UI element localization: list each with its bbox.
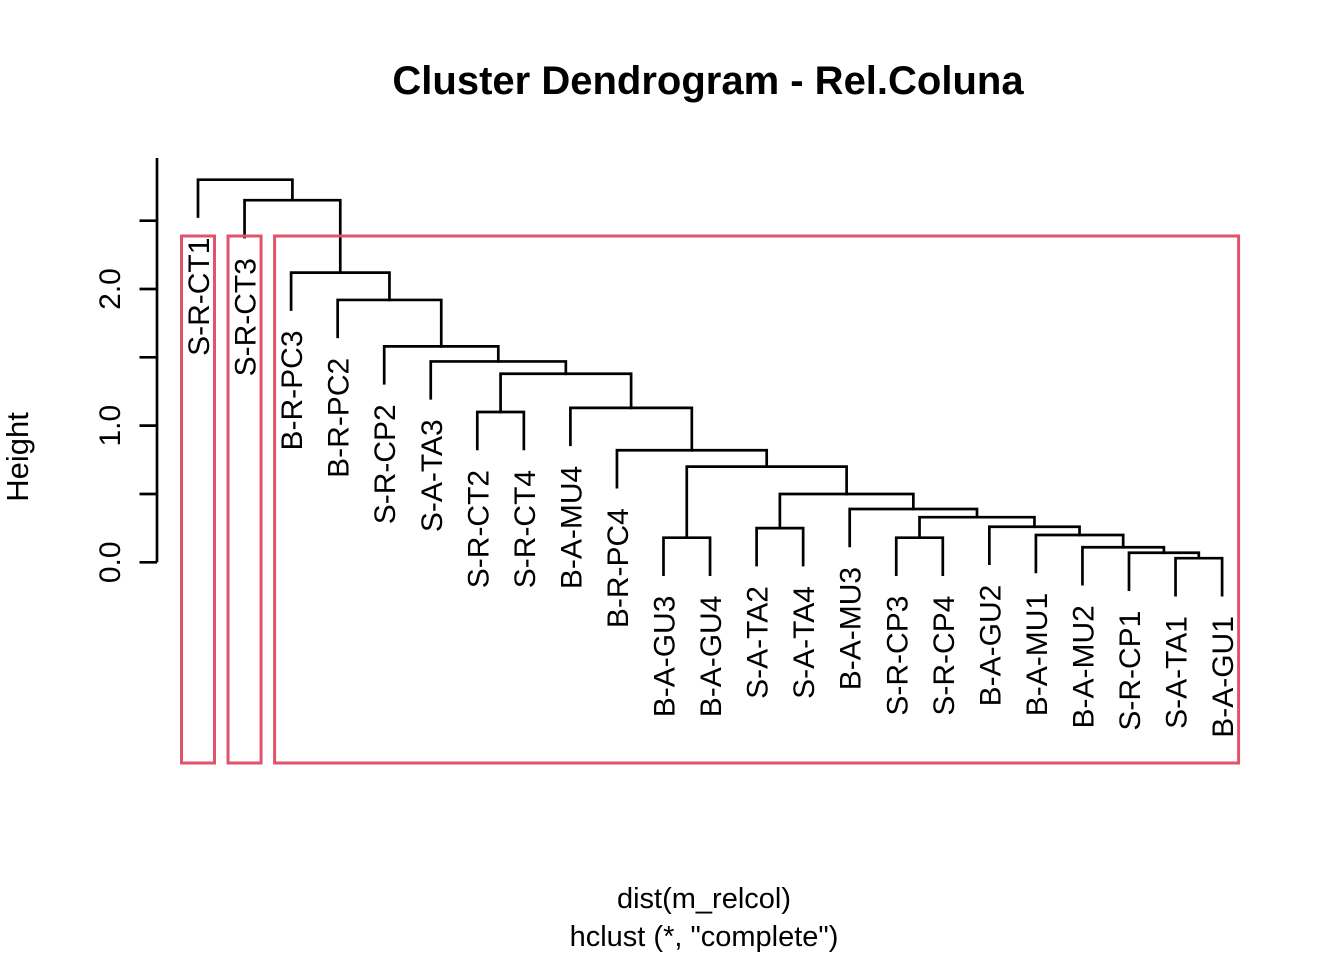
leaf-label-B-R-PC2: B-R-PC2 [323, 358, 356, 478]
dendrogram-links [196, 178, 1224, 597]
cluster-boxes [180, 234, 1241, 765]
leaf-label-S-R-CT4: S-R-CT4 [509, 470, 542, 588]
dendrogram-link [778, 492, 915, 530]
leaf-label-B-A-MU2: B-A-MU2 [1067, 605, 1100, 728]
leaf-label-S-A-TA4: S-A-TA4 [788, 586, 821, 699]
dendrogram-link [475, 410, 526, 451]
plot-title: Cluster Dendrogram - Rel.Coluna [392, 59, 1024, 103]
dendrogram-link [429, 360, 568, 400]
dendrogram-link [894, 536, 945, 576]
leaf-labels: S-R-CT1 S-R-CT3 B-R-PC3 B-R-PC2 S-R-CP2 S-A-T… [183, 238, 1240, 738]
leaf-label-S-R-CT1: S-R-CT1 [183, 238, 216, 356]
leaf-label-S-R-CP2: S-R-CP2 [369, 404, 402, 524]
x-axis-caption-line2: hclust (*, "complete") [570, 921, 839, 953]
leaf-label-B-R-PC4: B-R-PC4 [602, 508, 635, 628]
leaf-label-S-A-TA3: S-A-TA3 [416, 419, 449, 532]
dendrogram-link [1174, 556, 1224, 597]
leaf-label-S-R-CP1: S-R-CP1 [1114, 611, 1147, 731]
dendrogram-link [755, 526, 805, 567]
leaf-label-B-A-MU4: B-A-MU4 [555, 466, 588, 589]
dendrogram-link [1034, 533, 1125, 574]
dendrogram-link [336, 298, 443, 348]
dendrogram-link [382, 345, 500, 385]
leaf-label-B-A-GU1: B-A-GU1 [1207, 616, 1240, 738]
leaf-label-S-A-TA1: S-A-TA1 [1161, 616, 1194, 729]
leaf-label-B-A-MU1: B-A-MU1 [1021, 593, 1054, 716]
cluster-box-3 [273, 234, 1241, 765]
dendrogram-link [988, 525, 1081, 566]
y-axis-tick-label: 0.0 [94, 541, 127, 583]
dendrogram-link [848, 507, 979, 548]
leaf-label-S-A-TA2: S-A-TA2 [742, 586, 775, 699]
dendrogram-link [196, 178, 294, 218]
leaf-label-B-A-GU4: B-A-GU4 [695, 596, 728, 718]
leaf-label-S-R-CT3: S-R-CT3 [230, 258, 263, 376]
y-axis-title: Height [0, 412, 35, 502]
leaf-label-B-A-MU3: B-A-MU3 [835, 567, 868, 690]
cluster-box-2 [226, 234, 263, 765]
leaf-label-B-A-GU3: B-A-GU3 [649, 596, 682, 718]
leaf-label-B-R-PC3: B-R-PC3 [276, 330, 309, 450]
dendrogram-link [662, 536, 712, 576]
leaf-label-S-R-CP3: S-R-CP3 [881, 596, 914, 716]
leaf-label-S-R-CP4: S-R-CP4 [928, 596, 961, 716]
dendrogram-link [569, 406, 694, 452]
x-axis-caption-line1: dist(m_relcol) [617, 883, 791, 915]
leaf-label-B-A-GU2: B-A-GU2 [974, 585, 1007, 707]
dendrogram-link [289, 271, 391, 311]
y-axis: 0.0 1.0 2.0 [94, 158, 159, 583]
y-axis-tick-label: 1.0 [94, 405, 127, 447]
dendrogram-link [499, 372, 633, 414]
dendrogram-link [615, 448, 769, 489]
leaf-label-S-R-CT2: S-R-CT2 [462, 470, 495, 588]
y-axis-tick-label: 2.0 [94, 268, 127, 310]
cluster-box-1 [180, 234, 216, 765]
